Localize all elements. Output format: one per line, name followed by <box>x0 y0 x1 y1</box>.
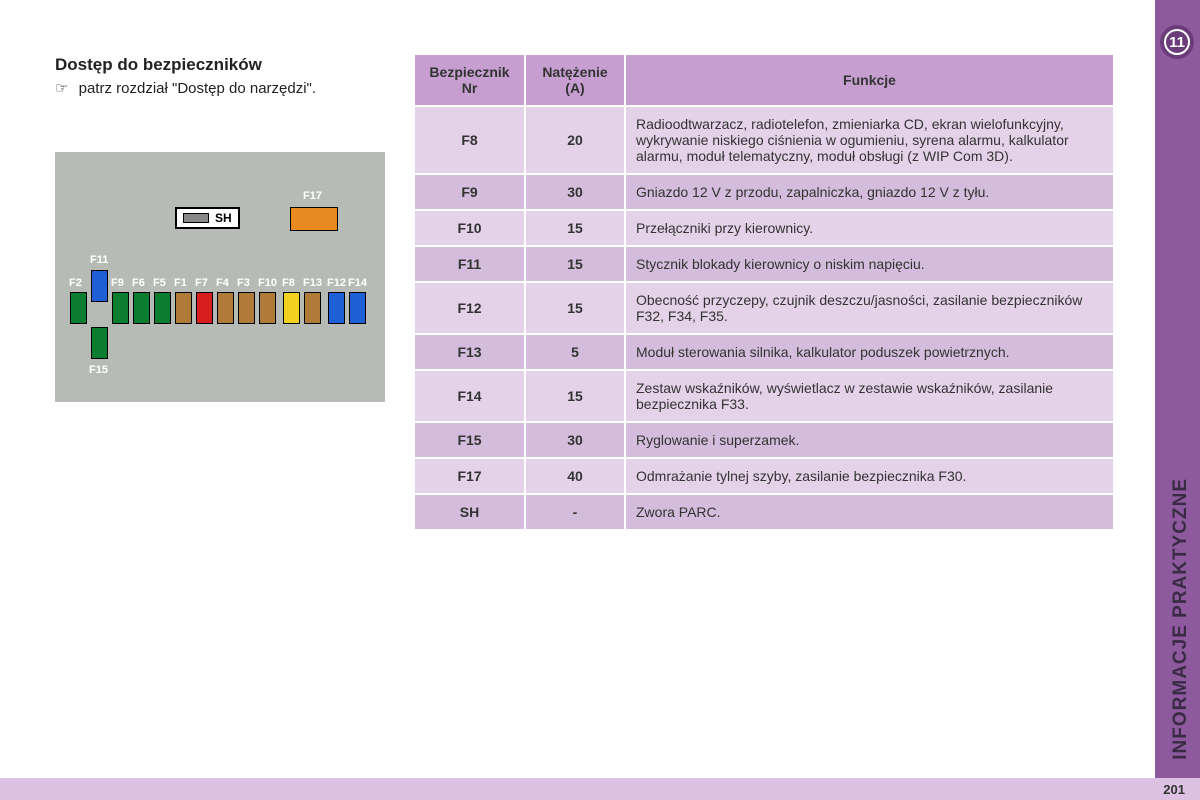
table-row: F1015Przełączniki przy kierownicy. <box>415 210 1114 246</box>
table-row: F930Gniazdo 12 V z przodu, zapalniczka, … <box>415 174 1114 210</box>
section-label: INFORMACJE PRAKTYCZNE <box>1170 478 1192 760</box>
fuse-f11 <box>91 270 108 302</box>
fuse-label: F8 <box>282 277 295 289</box>
page-number: 201 <box>1163 782 1185 797</box>
table-cell: 15 <box>525 246 625 282</box>
fuse-f12 <box>328 292 345 324</box>
fuse-label: F7 <box>195 277 208 289</box>
fuse-f6 <box>133 292 150 324</box>
table-row: F820Radioodtwarzacz, radiotelefon, zmien… <box>415 106 1114 174</box>
table-header: Natężenie (A) <box>525 55 625 106</box>
table-cell: SH <box>415 494 525 530</box>
fuse-f15 <box>91 327 108 359</box>
table-cell: Przełączniki przy kierownicy. <box>625 210 1114 246</box>
sidebar-tab: INFORMACJE PRAKTYCZNE <box>1155 0 1200 800</box>
table-row: F1115Stycznik blokady kierownicy o niski… <box>415 246 1114 282</box>
table-cell: Stycznik blokady kierownicy o niskim nap… <box>625 246 1114 282</box>
sh-shunt: SH <box>175 207 240 229</box>
table-header: Funkcje <box>625 55 1114 106</box>
table-cell: Moduł sterowania silnika, kalkulator pod… <box>625 334 1114 370</box>
table-row: F1740Odmrażanie tylnej szyby, zasilanie … <box>415 458 1114 494</box>
fuse-label: F13 <box>303 277 322 289</box>
fuse-f17 <box>290 207 338 231</box>
table-cell: 30 <box>525 174 625 210</box>
table-cell: Ryglowanie i superzamek. <box>625 422 1114 458</box>
table-header: Bezpiecznik Nr <box>415 55 525 106</box>
table-cell: Zestaw wskaźników, wyświetlacz w zestawi… <box>625 370 1114 422</box>
heading-subline: ☞ patrz rozdział "Dostęp do narzędzi". <box>55 79 395 97</box>
fuse-label: F3 <box>237 277 250 289</box>
section-heading: Dostęp do bezpieczników <box>55 55 395 75</box>
table-cell: 15 <box>525 210 625 246</box>
subline-text: patrz rozdział "Dostęp do narzędzi". <box>79 80 316 97</box>
fuse-f4 <box>217 292 234 324</box>
table-cell: F13 <box>415 334 525 370</box>
fuse-label: F4 <box>216 277 229 289</box>
table-row: F135Moduł sterowania silnika, kalkulator… <box>415 334 1114 370</box>
table-cell: F11 <box>415 246 525 282</box>
fuse-label: F10 <box>258 277 277 289</box>
table-cell: Gniazdo 12 V z przodu, zapalniczka, gnia… <box>625 174 1114 210</box>
fuse-label: F11 <box>90 254 108 266</box>
fuse-table: Bezpiecznik NrNatężenie (A)FunkcjeF820Ra… <box>415 55 1115 531</box>
table-row: F1415Zestaw wskaźników, wyświetlacz w ze… <box>415 370 1114 422</box>
fuse-label: F2 <box>69 277 82 289</box>
fuse-f7 <box>196 292 213 324</box>
fuse-label: F1 <box>174 277 187 289</box>
chapter-badge: 11 <box>1160 25 1194 59</box>
fuse-f10 <box>259 292 276 324</box>
table-row: SH-Zwora PARC. <box>415 494 1114 530</box>
fusebox-diagram: SH F17 F2 F11F9 F6 F5 F1 F7 F4 F3 F10 F8 F13 F12F14 F1… <box>55 152 385 402</box>
table-cell: Obecność przyczepy, czujnik deszczu/jasn… <box>625 282 1114 334</box>
table-cell: Odmrażanie tylnej szyby, zasilanie bezpi… <box>625 458 1114 494</box>
pointer-icon: ☞ <box>55 80 68 97</box>
table-cell: F9 <box>415 174 525 210</box>
fuse-f13 <box>304 292 321 324</box>
table-cell: 15 <box>525 370 625 422</box>
fuse-label: F15 <box>89 364 108 376</box>
table-cell: F12 <box>415 282 525 334</box>
chapter-number: 11 <box>1164 29 1190 55</box>
table-cell: - <box>525 494 625 530</box>
table-cell: 30 <box>525 422 625 458</box>
table-row: F1530Ryglowanie i superzamek. <box>415 422 1114 458</box>
table-cell: 40 <box>525 458 625 494</box>
fuse-label: F6 <box>132 277 145 289</box>
table-cell: Radioodtwarzacz, radiotelefon, zmieniark… <box>625 106 1114 174</box>
fuse-f5 <box>154 292 171 324</box>
table-cell: F14 <box>415 370 525 422</box>
fuse-f14 <box>349 292 366 324</box>
table-cell: F15 <box>415 422 525 458</box>
table-cell: F10 <box>415 210 525 246</box>
fuse-f3 <box>238 292 255 324</box>
fuse-f1 <box>175 292 192 324</box>
fuse-f9 <box>112 292 129 324</box>
fuse-label: F5 <box>153 277 166 289</box>
fuse-label: F14 <box>348 277 367 289</box>
fuse-label: F17 <box>303 190 322 202</box>
fuse-label: F12 <box>327 277 346 289</box>
table-row: F1215Obecność przyczepy, czujnik deszczu… <box>415 282 1114 334</box>
table-cell: F8 <box>415 106 525 174</box>
table-cell: 5 <box>525 334 625 370</box>
fuse-f8 <box>283 292 300 324</box>
table-cell: F17 <box>415 458 525 494</box>
fuse-f2 <box>70 292 87 324</box>
table-cell: 15 <box>525 282 625 334</box>
table-cell: 20 <box>525 106 625 174</box>
page-footer-band: 201 <box>0 778 1200 800</box>
table-cell: Zwora PARC. <box>625 494 1114 530</box>
fuse-label: F9 <box>111 277 124 289</box>
left-column: Dostęp do bezpieczników ☞ patrz rozdział… <box>55 55 395 402</box>
